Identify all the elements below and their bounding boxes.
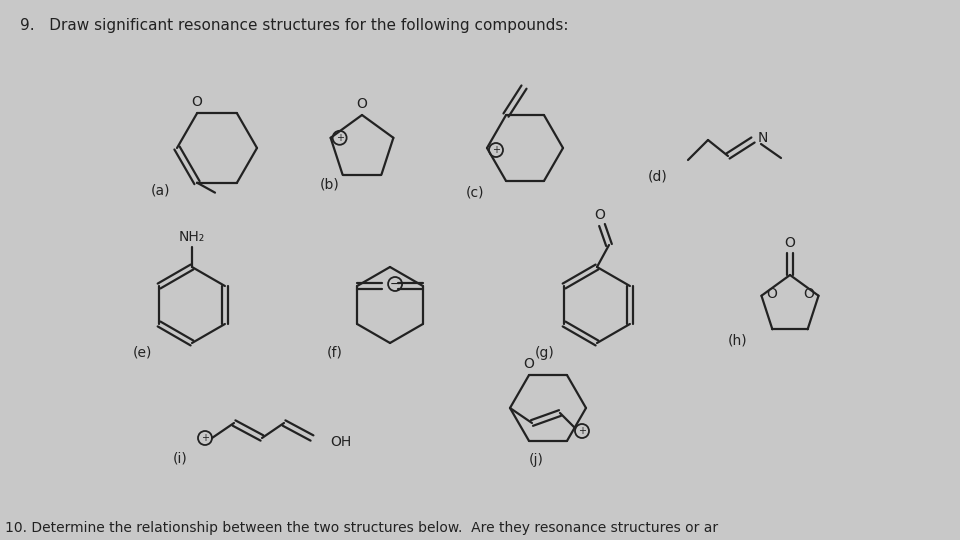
Text: OH: OH [330,435,351,449]
Text: N: N [757,131,768,145]
Text: +: + [578,426,586,436]
Text: O: O [594,208,606,222]
Text: (i): (i) [173,451,187,465]
Text: NH₂: NH₂ [179,230,205,244]
Text: O: O [523,357,535,371]
Text: (j): (j) [529,453,543,467]
Text: (f): (f) [327,346,343,360]
Text: 9.   Draw significant resonance structures for the following compounds:: 9. Draw significant resonance structures… [20,18,568,33]
Text: 10. Determine the relationship between the two structures below.  Are they reson: 10. Determine the relationship between t… [5,521,718,535]
Text: (g): (g) [535,346,555,360]
Text: O: O [784,236,796,250]
Text: (e): (e) [132,346,152,360]
Text: (a): (a) [152,183,171,197]
Text: (c): (c) [466,185,484,199]
Text: O: O [192,96,203,110]
Text: (b): (b) [320,177,340,191]
Text: +: + [201,433,209,443]
Text: −: − [390,278,400,291]
Text: +: + [492,145,500,155]
Text: O: O [356,97,368,111]
Text: (d): (d) [648,169,668,183]
Text: O: O [766,287,777,301]
Text: O: O [804,287,814,301]
Text: (h): (h) [729,333,748,347]
Text: +: + [336,133,344,143]
